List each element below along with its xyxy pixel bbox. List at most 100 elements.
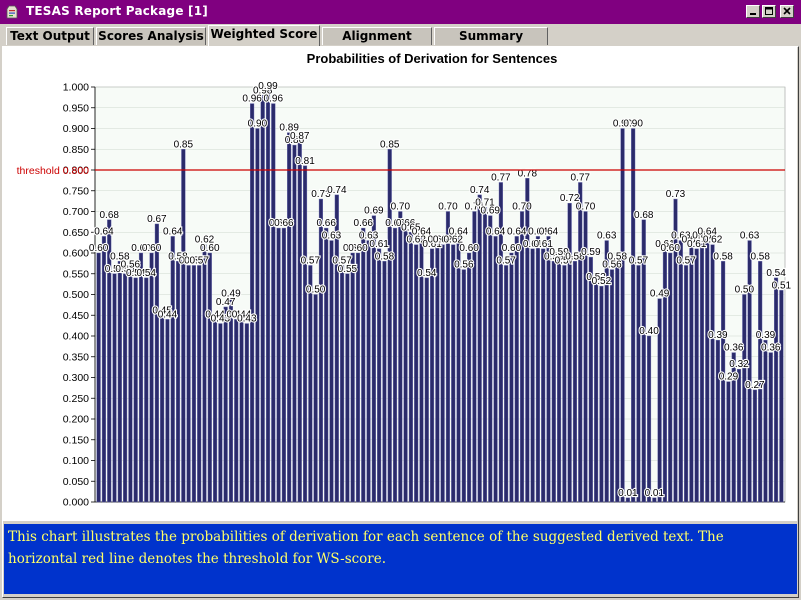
- bar-data-label: 0.71: [475, 197, 495, 208]
- bar-data-label: 0.58: [565, 251, 585, 262]
- bar-data-label: 0.44: [227, 309, 247, 320]
- bar: [620, 128, 625, 503]
- bar-data-label: 0.98: [253, 85, 273, 96]
- bar: [721, 261, 726, 503]
- bar-data-label: 0.39: [756, 330, 776, 341]
- bar-data-label: 0.59: [549, 247, 569, 258]
- bar-data-label: 0.51: [772, 280, 792, 291]
- bar: [583, 211, 588, 503]
- bar: [715, 339, 720, 503]
- bar-data-label: 0.70: [576, 202, 596, 213]
- bar-data-label: 0.56: [454, 260, 474, 271]
- bar-data-label: 0.49: [221, 289, 241, 300]
- bar: [763, 339, 768, 503]
- bar: [228, 298, 234, 503]
- minimize-button[interactable]: [746, 5, 760, 18]
- bar-data-label: 0.53: [586, 272, 606, 283]
- bar-data-label: 0.62: [682, 235, 702, 246]
- close-button[interactable]: [780, 5, 794, 18]
- bar: [705, 236, 710, 503]
- bar: [144, 277, 149, 503]
- bar-data-label: 0.58: [168, 251, 188, 262]
- bar-data-label: 0.62: [428, 235, 448, 246]
- bar: [387, 149, 392, 503]
- bar: [546, 236, 551, 503]
- bar: [530, 248, 535, 503]
- bar: [403, 227, 408, 503]
- tab-summary-report[interactable]: Summary Report: [434, 27, 548, 59]
- bar-data-label: 0.61: [422, 239, 442, 250]
- bar-data-label: 0.64: [486, 226, 506, 237]
- bar: [572, 261, 577, 503]
- bar-data-label: 0.57: [555, 255, 575, 266]
- bar: [673, 198, 678, 503]
- bar-data-label: 0.66: [269, 218, 289, 229]
- bar: [768, 352, 773, 503]
- bar: [297, 140, 302, 503]
- bar: [149, 252, 154, 503]
- bar-data-label: 0.72: [560, 193, 580, 204]
- bar: [213, 319, 218, 503]
- bar-data-label: 0.70: [512, 202, 532, 213]
- bar-data-label: 0.73: [311, 189, 331, 200]
- bar-data-label: 0.54: [417, 268, 437, 279]
- bar-data-label: 0.60: [142, 243, 162, 254]
- bar: [604, 240, 609, 503]
- bar-data-label: 0.58: [544, 251, 564, 262]
- bar: [160, 315, 165, 503]
- bar: [726, 381, 731, 503]
- bar-data-label: 0.29: [719, 372, 739, 383]
- bar: [340, 265, 345, 503]
- bar-data-label: 0.64: [163, 226, 183, 237]
- bar: [641, 219, 646, 503]
- bar: [636, 265, 641, 503]
- bar-data-label: 0.63: [671, 231, 691, 242]
- bar: [567, 202, 572, 503]
- tab-label: Scores Analysis: [98, 29, 204, 43]
- bar: [509, 252, 514, 503]
- bar-data-label: 0.90: [248, 119, 268, 130]
- bar: [313, 294, 318, 503]
- bar: [271, 103, 276, 503]
- tab-scores-analysis[interactable]: Scores Analysis: [96, 27, 206, 45]
- y-tick-label: 0.550: [63, 268, 89, 280]
- bar-data-label: 0.77: [491, 172, 511, 183]
- maximize-button[interactable]: [762, 5, 776, 18]
- bar: [186, 265, 191, 503]
- bar: [504, 265, 509, 503]
- bar: [117, 261, 122, 503]
- bar: [414, 244, 419, 503]
- minimize-icon: [750, 13, 756, 15]
- bar: [371, 215, 376, 503]
- window-title-bar[interactable]: TESAS Report Package [1]: [0, 0, 801, 24]
- bar: [366, 240, 371, 503]
- bar: [684, 265, 689, 503]
- bar: [694, 248, 699, 503]
- bar-data-label: 0.45: [152, 305, 172, 316]
- bar: [578, 182, 583, 503]
- bar: [731, 352, 736, 503]
- bar-data-label: 0.69: [364, 206, 384, 217]
- bar-data-label: 0.66: [396, 218, 416, 229]
- bar: [440, 244, 445, 503]
- bar-data-label: 0.81: [295, 156, 315, 167]
- tab-alignment-table[interactable]: Alignment Table: [322, 27, 432, 59]
- bar-data-label: 0.54: [137, 268, 157, 279]
- bar: [324, 227, 329, 503]
- bar: [191, 265, 196, 503]
- bar-data-label: 0.85: [174, 139, 194, 150]
- bar-data-label: 0.70: [465, 202, 485, 213]
- bar-data-label: 0.57: [629, 255, 649, 266]
- bar-data-label: 0.74: [327, 185, 347, 196]
- bar-data-label: 0.87: [290, 131, 310, 142]
- tab-text-output[interactable]: Text Output: [6, 27, 94, 45]
- bar: [472, 211, 477, 503]
- bar-data-label: 0.68: [99, 210, 119, 221]
- bar-data-label: 0.57: [676, 255, 696, 266]
- tab-weighted-score[interactable]: Weighted Score: [208, 25, 320, 46]
- bar-data-label: 0.74: [470, 185, 490, 196]
- bar: [175, 261, 181, 503]
- bar: [747, 240, 752, 503]
- bar: [551, 261, 556, 503]
- bar-data-label: 0.64: [412, 226, 432, 237]
